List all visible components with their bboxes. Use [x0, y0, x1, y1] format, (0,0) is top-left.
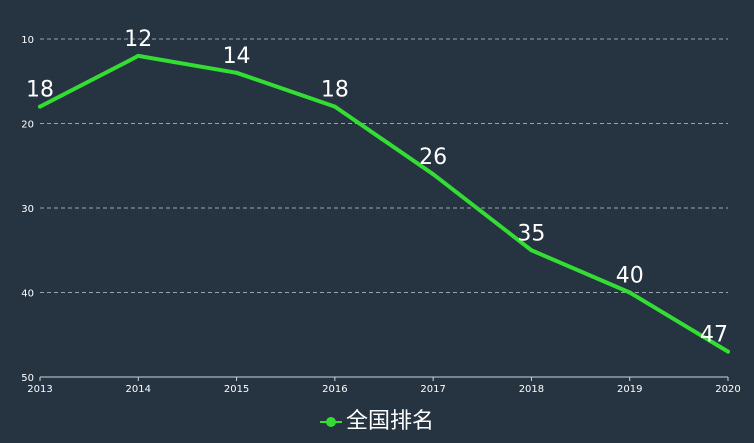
- data-point[interactable]: [136, 53, 141, 58]
- x-tick-label: 2014: [126, 384, 151, 395]
- data-value-label: 14: [223, 44, 251, 69]
- series-line-layer: [38, 53, 730, 354]
- data-value-label: 26: [419, 145, 447, 170]
- legend-label: 全国排名: [345, 409, 434, 434]
- data-labels: 18 12 14 18 26 35 40 47: [26, 27, 728, 348]
- data-point[interactable]: [234, 70, 239, 75]
- series-line[interactable]: [38, 53, 730, 354]
- y-tick-label: 30: [21, 204, 34, 215]
- data-point[interactable]: [38, 104, 42, 109]
- legend: 全国排名: [0, 406, 754, 438]
- y-tick-label: 40: [21, 289, 34, 300]
- y-tick-label: 10: [21, 35, 34, 46]
- data-point[interactable]: [627, 290, 632, 295]
- data-point[interactable]: [529, 248, 534, 253]
- x-tick-label: 2019: [617, 384, 642, 395]
- x-tick-label: 2018: [519, 384, 544, 395]
- x-tick-label: 2017: [420, 384, 445, 395]
- data-point[interactable]: [431, 172, 436, 177]
- data-value-label: 18: [26, 78, 54, 103]
- legend-line-marker-icon: [319, 415, 342, 429]
- data-value-label: 35: [517, 221, 545, 246]
- data-value-label: 40: [616, 264, 644, 289]
- data-point[interactable]: [726, 349, 730, 354]
- x-tick-label: 2015: [224, 384, 249, 395]
- data-value-label: 47: [700, 323, 728, 348]
- data-value-label: 12: [124, 27, 152, 52]
- data-value-label: 18: [321, 78, 349, 103]
- y-tick-label: 50: [21, 373, 34, 384]
- data-point[interactable]: [332, 104, 337, 109]
- grid-lines: [40, 38, 728, 293]
- x-tick-label: 2020: [715, 384, 740, 395]
- x-tick-label: 2016: [322, 384, 347, 395]
- y-tick-label: 20: [21, 120, 34, 131]
- legend-item-series[interactable]: 全国排名: [319, 408, 434, 436]
- x-tick-label: 2013: [27, 384, 52, 395]
